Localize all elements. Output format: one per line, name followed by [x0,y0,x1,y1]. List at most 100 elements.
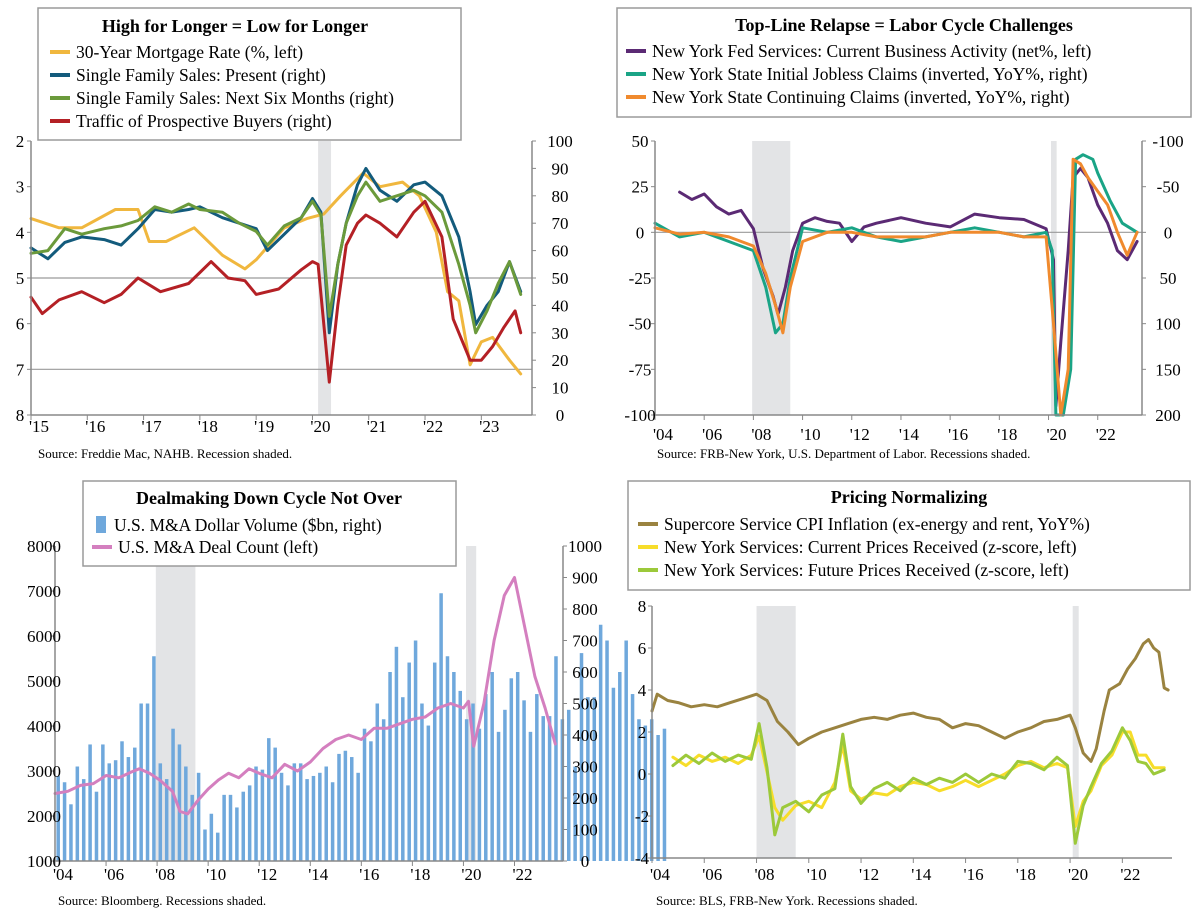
x-tick-label: '06 [104,865,124,884]
chart-title: Dealmaking Down Cycle Not Over [136,488,402,508]
volume-bar [69,804,73,861]
volume-bar [407,662,411,861]
axes [648,605,1172,863]
volume-bar [337,753,341,861]
y-tick-label-right: 0 [581,852,590,871]
volume-bar [81,779,86,861]
x-tick-label: '20 [310,417,330,436]
x-tick-label: '10 [206,865,226,884]
x-tick-label: '12 [859,865,879,884]
y-tick-label-right: 0 [1164,223,1173,242]
y-tick-label-left: 8 [638,597,647,616]
y-tick-label-right: 100 [572,821,598,840]
volume-bar [375,703,380,861]
y-tick-label-right: 500 [572,695,598,714]
legend-label: Single Family Sales: Next Six Months (ri… [76,88,394,108]
volume-bar [75,766,80,861]
chart-title: Top-Line Relapse = Labor Cycle Challenge… [735,15,1073,35]
y-tick-label-left: 1000 [27,852,61,871]
x-tick-label: '16 [964,865,984,884]
series-lines [29,166,523,384]
y-tick-label-left: 5000 [27,672,61,691]
bars [56,593,667,861]
legend-swatch [96,516,106,533]
y-tick-label-left: 4 [638,681,647,700]
volume-bar [388,672,392,861]
y-tick-label-left: -75 [629,360,652,379]
volume-bar [528,731,533,861]
y-tick-label-right: 100 [1155,315,1181,334]
volume-bar [88,744,92,861]
x-tick-label: '19 [254,417,274,436]
panel-dealmaking: 1000200030004000500060007000800001002003… [27,480,667,908]
volume-bar [381,719,386,861]
y-tick-label-left: 0 [638,765,647,784]
y-tick-label-right: 300 [572,758,598,777]
volume-bar [477,728,482,861]
volume-bar [522,700,526,861]
y-tick-label-left: 2 [16,132,25,151]
x-tick-label: '22 [1096,425,1116,444]
y-tick-label-right: 40 [552,296,569,315]
y-tick-label-left: -100 [624,406,655,425]
series-line [653,157,1139,417]
y-tick-label-right: 80 [552,187,569,206]
y-tick-label-left: 0 [636,223,645,242]
x-tick-label: '16 [948,425,968,444]
y-tick-label-right: 1000 [568,537,602,556]
volume-bar [611,687,616,861]
legend-label: New York Services: Future Prices Receive… [664,560,1069,580]
y-tick-label-left: 6 [16,315,25,334]
y-tick-label-right: 700 [572,632,598,651]
x-tick-label: '16 [359,865,379,884]
x-tick-label: '14 [899,425,920,444]
y-tick-label-left: 8 [16,406,25,425]
volume-bar [535,694,539,861]
volume-bar [458,690,463,861]
x-tick-label: '22 [512,865,532,884]
volume-bar [362,728,367,861]
y-tick-label-right: 60 [552,242,569,261]
volume-bar [279,772,284,861]
volume-bar [318,772,322,861]
series-line [53,576,557,816]
volume-bar [618,672,622,861]
y-tick-label-left: 4000 [27,717,61,736]
x-tick-label: '17 [142,417,163,436]
volume-bar [445,656,450,861]
volume-bar [566,709,571,861]
series-lines [650,638,1170,845]
tick-labels: 1000 2000 3000 4000 5000 6000 7000 8000 0 100 200 3… [27,537,602,884]
volume-bar [164,779,169,861]
x-tick-label: '22 [423,417,443,436]
x-tick-label: '21 [367,417,387,436]
x-tick-label: '08 [155,865,175,884]
volume-bar [273,747,277,861]
x-tick-label: '12 [257,865,277,884]
volume-bar [586,697,590,861]
y-tick-label-right: 900 [572,569,598,588]
y-tick-label-right: 0 [556,406,565,425]
volume-bar [605,640,609,861]
volume-bar [471,703,475,861]
reference-lines [31,277,532,370]
x-tick-label: '04 [650,865,671,884]
volume-bar [490,672,494,861]
recession-shading [756,606,1079,858]
volume-bar [401,697,405,861]
x-tick-label: '08 [751,425,771,444]
volume-bar [286,785,290,861]
legend-label: New York Services: Current Prices Receiv… [664,537,1077,557]
series-line [29,199,523,384]
legend-label: U.S. M&A Deal Count (left) [118,537,318,557]
legend-label: U.S. M&A Dollar Volume ($bn, right) [114,515,382,535]
volume-bar [158,763,163,861]
y-tick-label-left: 3000 [27,762,61,781]
x-tick-label: '18 [198,417,218,436]
legend-label: New York Fed Services: Current Business … [652,41,1092,61]
volume-bar [464,719,469,861]
volume-bar [190,794,194,861]
legend: Dealmaking Down Cycle Not Over U.S. M&A … [82,480,457,567]
x-tick-label: '18 [1016,865,1036,884]
y-tick-label-right: 200 [1155,406,1181,425]
